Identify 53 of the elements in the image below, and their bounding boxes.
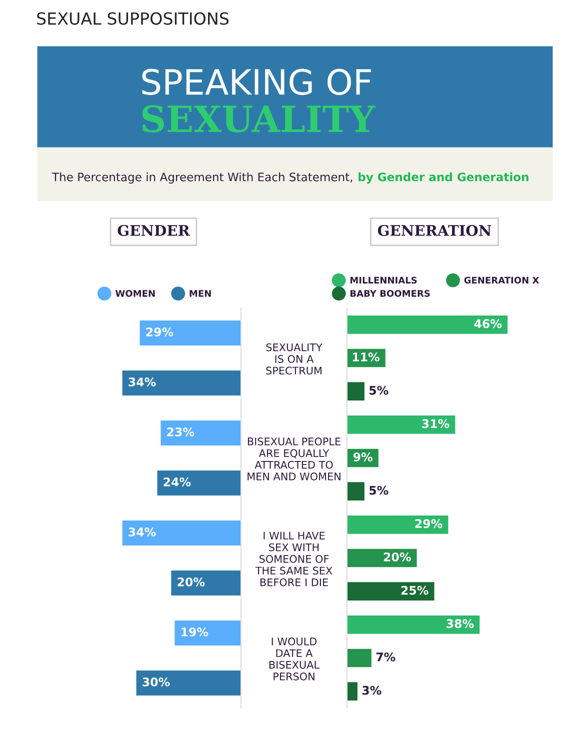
y-tick-label: BISEXUAL PEOPLE ARE EQUALLY ATTRACTED TO MEN AND WOMEN — [248, 438, 340, 480]
bar — [347, 616, 480, 634]
bar — [347, 516, 448, 534]
bar — [122, 370, 241, 396]
legend-label: WOMEN — [115, 290, 155, 297]
data-label: 11% — [352, 352, 380, 362]
data-label: 25% — [401, 586, 428, 595]
legend-label: GENERATION X — [464, 276, 540, 284]
text: by Gender and Generation — [358, 172, 528, 184]
bar — [160, 420, 241, 446]
text: The Percentage in Agreement With Each Statement, — [52, 172, 352, 184]
legend-label: BABY BOOMERS — [350, 290, 430, 297]
data-label: 23% — [167, 427, 194, 436]
data-label: 3% — [362, 686, 382, 695]
bar — [347, 648, 372, 668]
data-label: 34% — [128, 377, 156, 386]
y-tick-label: SEXUALITY IS ON A SPECTRUM — [266, 343, 322, 375]
bar — [122, 520, 241, 546]
text: SEXUAL SUPPOSITIONS — [37, 12, 229, 25]
data-label: 34% — [128, 527, 156, 536]
data-label: 9% — [353, 452, 372, 462]
bar — [347, 316, 508, 334]
data-label: 30% — [142, 677, 170, 686]
bar — [347, 682, 358, 700]
data-label: 5% — [370, 486, 388, 495]
bar — [171, 570, 241, 596]
legend-label: MEN — [190, 290, 211, 297]
data-label: 5% — [370, 386, 388, 395]
bar — [157, 470, 241, 496]
data-label: 19% — [182, 627, 208, 636]
bar — [347, 582, 434, 600]
bar — [347, 382, 364, 400]
y-tick-label: I WILL HAVE SEX WITH SOMEONE OF THE SAME SEX BEFORE I DIE — [255, 532, 332, 586]
data-label: 29% — [415, 519, 442, 528]
bar — [136, 670, 241, 696]
data-label: 20% — [384, 552, 411, 562]
chart-title: GENDER — [118, 224, 190, 236]
data-label: 31% — [422, 419, 450, 428]
y-tick-label: I WOULD DATE A BISEXUAL PERSON — [269, 638, 320, 680]
legend-label: MILLENNIALS — [350, 276, 417, 284]
data-label: 20% — [178, 577, 205, 586]
bar — [347, 482, 364, 500]
data-label: 24% — [164, 477, 191, 486]
bar — [174, 620, 241, 646]
data-label: 29% — [146, 327, 174, 336]
text: SPEAKING OF — [142, 68, 371, 96]
bar — [347, 416, 456, 434]
data-label: 46% — [474, 319, 502, 328]
bar — [140, 320, 241, 346]
chart-title: GENERATION — [378, 224, 492, 236]
data-label: 38% — [446, 619, 474, 628]
data-label: 7% — [376, 652, 396, 662]
text: SEXUALITY — [142, 105, 376, 132]
